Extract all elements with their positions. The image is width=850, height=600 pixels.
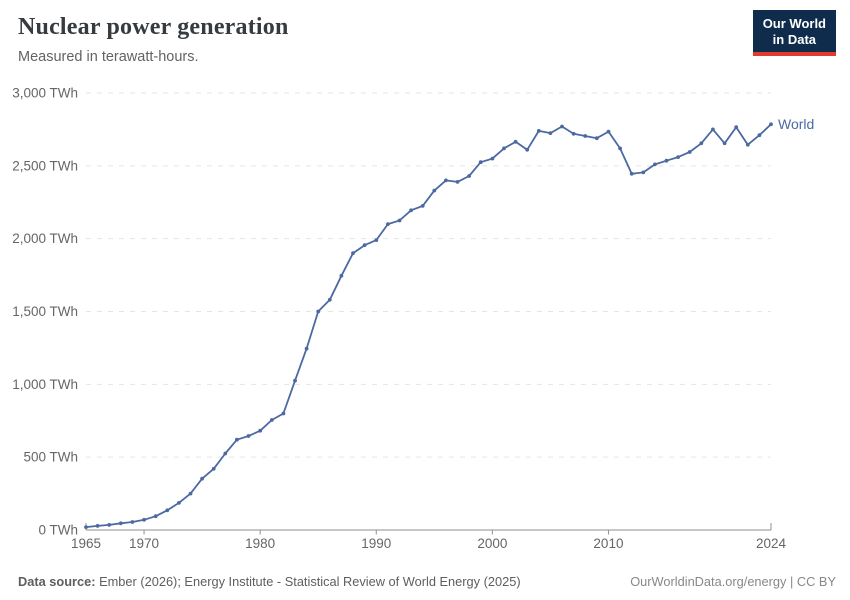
y-axis-label: 1,000 TWh [12,377,78,392]
data-point-marker [153,514,158,519]
data-point-marker [130,520,135,524]
data-point-marker [478,160,483,165]
data-point-marker [536,129,541,133]
data-point-marker [734,125,739,130]
data-point-marker [676,155,680,160]
data-source-label: Data source: [18,574,96,589]
data-point-marker [246,434,251,438]
data-point-marker [711,127,715,132]
data-point-marker [490,156,495,161]
data-point-marker [409,208,413,213]
data-point-marker [455,180,460,184]
data-point-marker [211,466,216,471]
data-point-marker [351,251,355,256]
x-axis-label: 2010 [593,536,623,551]
data-point-marker [223,451,228,456]
data-point-marker [432,188,437,193]
data-point-marker [362,243,367,248]
y-axis-label: 500 TWh [23,450,78,465]
data-point-marker [327,297,332,302]
data-point-marker [525,147,530,152]
data-point-marker [107,523,112,527]
data-point-marker [281,411,286,416]
data-point-marker [258,428,263,433]
page-title: Nuclear power generation [18,14,289,40]
data-source-note: Data source: Ember (2026); Energy Instit… [18,574,521,589]
data-point-marker [583,134,588,138]
data-point-marker [699,141,704,146]
data-point-marker [420,204,425,208]
data-point-marker [177,501,181,505]
data-point-marker [269,418,274,422]
owid-logo[interactable]: Our World in Data [752,10,836,56]
y-axis-label: 1,500 TWh [12,304,78,319]
data-point-marker [397,218,402,223]
x-axis-label: 2000 [477,536,507,551]
data-point-marker [641,170,646,175]
data-point-marker [618,146,622,151]
x-axis-label: 1990 [361,536,391,551]
data-point-marker [548,131,553,136]
data-source-text: Ember (2026); Energy Institute - Statist… [95,574,521,589]
data-point-marker [293,378,297,383]
y-axis-label: 3,000 TWh [12,86,78,101]
x-axis-label: 1965 [71,536,101,551]
chart-subtitle: Measured in terawatt-hours. [18,49,199,65]
owid-logo-line1: Our World [762,16,826,31]
x-axis-label: 1980 [245,536,275,551]
x-axis-label: 2024 [756,536,787,551]
data-point-marker [200,476,205,481]
data-point-marker [629,171,634,176]
data-point-marker [374,238,379,243]
data-point-marker [560,124,564,129]
data-point-marker [444,178,448,183]
data-point-marker [304,346,309,351]
y-axis-label: 2,500 TWh [12,158,78,173]
data-point-marker [386,222,390,227]
owid-logo-line2: in Data [772,32,817,47]
data-point-marker [502,146,506,151]
data-point-marker [606,129,611,134]
data-point-marker [722,141,727,146]
data-point-marker [467,174,471,178]
credit-link[interactable]: OurWorldinData.org/energy | CC BY [630,574,836,589]
data-point-marker [769,122,773,127]
data-point-marker [745,142,750,147]
data-point-marker [165,508,170,513]
x-axis-label: 1970 [129,536,159,551]
data-point-marker [84,525,88,529]
data-point-marker [118,521,123,526]
data-point-marker [571,131,576,136]
data-point-marker [653,162,657,167]
data-point-marker [757,133,762,138]
data-point-marker [513,139,518,144]
data-point-marker [95,524,100,528]
data-point-marker [142,517,147,522]
data-point-marker [316,309,321,314]
data-point-marker [235,437,239,442]
y-axis-label: 0 TWh [38,523,78,538]
data-point-marker [188,491,193,496]
world-series-line[interactable] [85,123,772,528]
data-point-marker [664,158,669,163]
data-point-marker [687,150,692,154]
data-point-marker [339,273,344,278]
data-point-marker [594,136,599,141]
y-axis-label: 2,000 TWh [12,231,78,246]
series-label-world[interactable]: World [778,116,815,133]
